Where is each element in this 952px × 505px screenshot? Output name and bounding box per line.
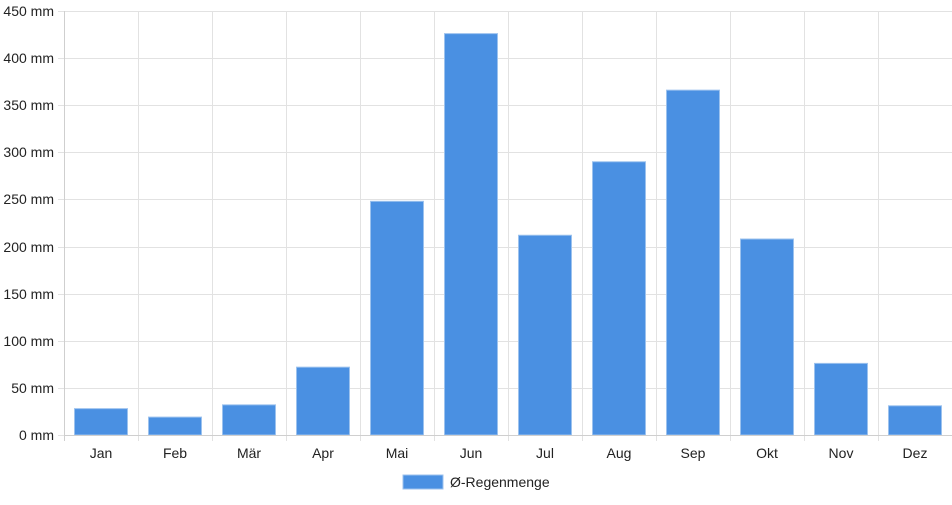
- x-tick-label: Mär: [237, 445, 261, 461]
- bar-aug[interactable]: [592, 161, 646, 436]
- y-tick-label: 450 mm: [3, 3, 54, 19]
- y-tick-label: 0 mm: [19, 427, 54, 443]
- bar-dez[interactable]: [888, 405, 942, 436]
- y-tick-label: 50 mm: [11, 380, 54, 396]
- bar-feb[interactable]: [148, 416, 202, 436]
- grid-lines: [58, 11, 952, 441]
- bar-okt[interactable]: [740, 238, 794, 436]
- bars: [74, 33, 942, 436]
- bar-mär[interactable]: [222, 404, 276, 436]
- bar-apr[interactable]: [296, 366, 350, 436]
- x-tick-label: Aug: [607, 445, 632, 461]
- x-tick-label: Jun: [460, 445, 483, 461]
- x-tick-label: Jan: [90, 445, 113, 461]
- y-axis: 0 mm 50 mm 100 mm 150 mm 200 mm 250 mm 300 mm 3…: [3, 3, 54, 443]
- bar-jul[interactable]: [518, 234, 572, 436]
- x-tick-label: Apr: [312, 445, 334, 461]
- y-tick-label: 400 mm: [3, 50, 54, 66]
- bar-sep[interactable]: [666, 89, 720, 436]
- bar-jan[interactable]: [74, 408, 128, 436]
- bar-mai[interactable]: [370, 200, 424, 436]
- legend-swatch: [402, 474, 444, 490]
- x-tick-label: Mai: [386, 445, 409, 461]
- legend[interactable]: Ø-Regenmenge: [402, 474, 550, 490]
- x-tick-label: Jul: [536, 445, 554, 461]
- x-tick-label: Nov: [829, 445, 854, 461]
- x-tick-label: Dez: [903, 445, 928, 461]
- y-tick-label: 150 mm: [3, 286, 54, 302]
- x-axis: Jan Feb Mär Apr Mai Jun Jul Aug Sep Okt Nov Dez: [64, 435, 952, 461]
- bar-jun[interactable]: [444, 33, 498, 436]
- y-tick-label: 300 mm: [3, 144, 54, 160]
- x-tick-label: Okt: [756, 445, 778, 461]
- y-tick-label: 250 mm: [3, 191, 54, 207]
- x-tick-label: Feb: [163, 445, 187, 461]
- y-tick-label: 200 mm: [3, 239, 54, 255]
- bar-nov[interactable]: [814, 362, 868, 436]
- legend-label: Ø-Regenmenge: [450, 474, 550, 490]
- y-tick-label: 100 mm: [3, 333, 54, 349]
- y-tick-label: 350 mm: [3, 97, 54, 113]
- x-tick-label: Sep: [681, 445, 706, 461]
